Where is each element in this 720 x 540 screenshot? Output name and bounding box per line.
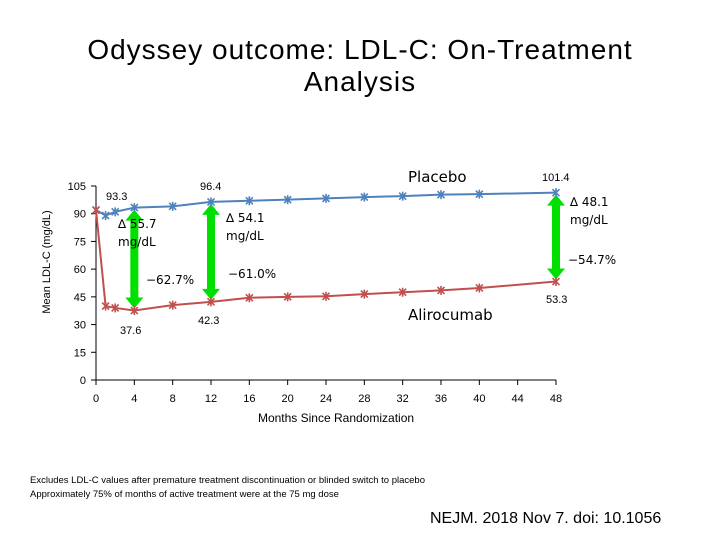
data-point-placebo (101, 211, 110, 221)
y-tick-label: 0 (80, 375, 86, 387)
chart-series (91, 188, 561, 316)
value-label-placebo-4: 93.3 (106, 191, 127, 203)
delta-label-4: ∆ 55.7 (117, 217, 157, 231)
series-name-placebo: Placebo (408, 168, 467, 186)
x-tick-label: 32 (397, 393, 409, 405)
value-label-alirocumab-48: 53.3 (546, 294, 567, 306)
y-tick-label: 60 (74, 264, 86, 276)
arrow-shaft (207, 213, 215, 290)
data-point-placebo (206, 197, 216, 207)
footnote-line-2: Approximately 75% of months of active tr… (30, 489, 339, 500)
data-point-alirocumab (436, 285, 446, 295)
x-tick-label: 48 (550, 393, 562, 405)
x-tick-label: 44 (512, 393, 524, 405)
value-label-placebo-48: 101.4 (542, 172, 570, 184)
data-point-placebo (398, 191, 407, 201)
data-point-alirocumab (101, 301, 110, 311)
delta-unit-4: mg/dL (118, 235, 156, 249)
data-point-placebo (551, 188, 561, 198)
x-tick-label: 0 (93, 393, 99, 405)
arrow-head-down (125, 297, 144, 309)
arrow-head-up (125, 209, 144, 221)
x-tick-label: 12 (205, 393, 217, 405)
data-point-placebo (168, 201, 177, 211)
percent-label-48: −54.7% (568, 253, 616, 267)
data-point-placebo (475, 189, 484, 199)
title-line-2: Analysis (303, 66, 417, 97)
series-name-alirocumab: Alirocumab (408, 306, 493, 324)
y-axis-title: Mean LDL-C (mg/dL) (41, 210, 53, 313)
x-tick-label: 40 (473, 393, 485, 405)
arrow-head-down (547, 268, 565, 280)
title-line-1: Odyssey outcome: LDL-C: On-Treatment (87, 34, 633, 65)
series-line-alirocumab (95, 209, 557, 312)
x-tick-label: 20 (282, 393, 294, 405)
data-point-alirocumab (168, 300, 177, 310)
arrow-head-down (202, 288, 220, 300)
value-label-alirocumab-4: 37.6 (120, 325, 141, 337)
page-title: Odyssey outcome: LDL-C: On-Treatment Ana… (0, 34, 720, 98)
y-tick-label: 30 (74, 320, 86, 332)
data-point-placebo (111, 207, 120, 217)
y-tick-label: 15 (74, 347, 86, 359)
data-point-placebo (321, 193, 331, 203)
x-tick-label: 28 (358, 393, 370, 405)
data-point-alirocumab (206, 297, 216, 307)
x-tick-label: 24 (320, 393, 332, 405)
data-point-placebo (130, 203, 139, 213)
data-point-placebo (360, 192, 369, 202)
delta-label-48: ∆ 48.1 (569, 195, 609, 209)
delta-unit-12: mg/dL (226, 229, 264, 243)
percent-label-4: −62.7% (146, 273, 194, 287)
footnote-line-1: Excludes LDL-C values after premature tr… (30, 475, 425, 486)
arrow-head-up (202, 203, 220, 215)
y-tick-label: 45 (74, 292, 86, 304)
data-point-alirocumab (551, 277, 561, 287)
x-tick-label: 16 (243, 393, 255, 405)
data-point-placebo (245, 196, 254, 206)
data-point-alirocumab (475, 283, 484, 293)
x-tick-label: 36 (435, 393, 447, 405)
percent-label-12: −61.0% (228, 267, 276, 281)
y-tick-label: 75 (74, 236, 86, 248)
data-point-alirocumab (398, 287, 407, 297)
arrow-head-up (547, 194, 565, 206)
data-point-alirocumab (283, 292, 292, 302)
data-point-placebo (283, 195, 292, 205)
value-label-placebo-12: 96.4 (200, 181, 221, 193)
chart-labels: 93.3 96.4 101.4 37.6 42.3 53.3 Placebo A… (41, 168, 616, 425)
x-tick-label: 8 (170, 393, 176, 405)
data-point-alirocumab (111, 303, 120, 313)
difference-arrows (125, 194, 565, 309)
delta-unit-48: mg/dL (570, 213, 608, 227)
data-point-alirocumab (360, 289, 369, 299)
y-tick-label: 90 (74, 209, 86, 221)
footnotes: Excludes LDL-C values after premature tr… (30, 474, 425, 502)
arrow-shaft (552, 204, 560, 270)
series-line-placebo (95, 191, 557, 217)
data-point-placebo (436, 190, 446, 200)
arrow-shaft (130, 219, 139, 299)
citation: NEJM. 2018 Nov 7. doi: 10.1056 (430, 510, 662, 527)
x-axis-title: Months Since Randomization (258, 411, 414, 425)
data-point-alirocumab (321, 291, 331, 301)
data-point-alirocumab (245, 293, 254, 303)
x-tick-label: 4 (131, 393, 137, 405)
value-label-alirocumab-12: 42.3 (198, 315, 219, 327)
data-point-alirocumab (91, 205, 101, 215)
delta-label-12: ∆ 54.1 (225, 211, 265, 225)
y-tick-label: 105 (68, 181, 86, 193)
data-point-alirocumab (130, 306, 139, 316)
